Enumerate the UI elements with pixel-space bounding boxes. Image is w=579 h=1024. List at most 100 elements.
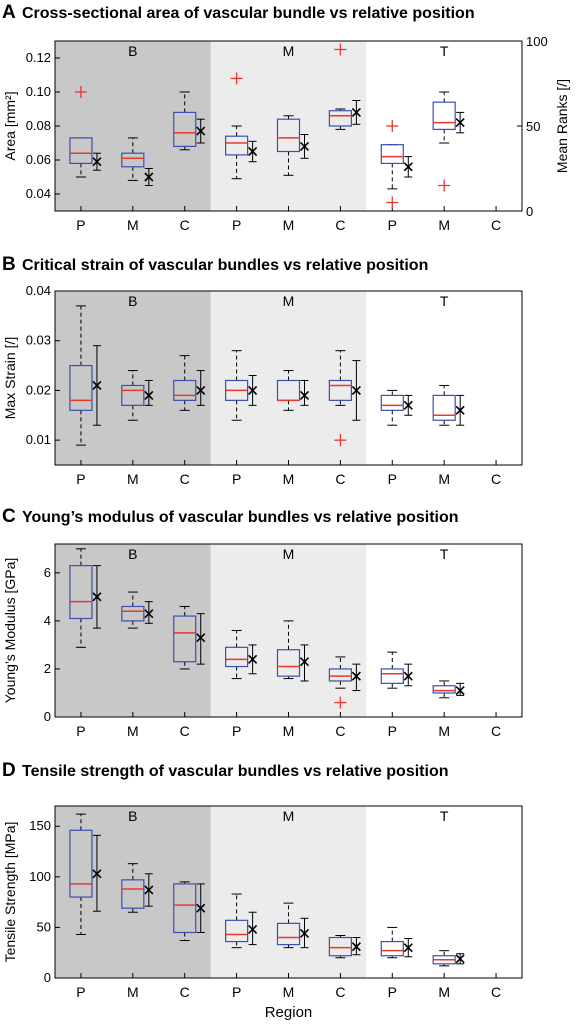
region-label: T <box>440 808 449 824</box>
right-tick-label: 50 <box>526 119 540 134</box>
mean-marker <box>403 663 413 687</box>
mean-x-mark <box>299 928 310 939</box>
mean-marker <box>196 883 206 933</box>
box-b-p <box>69 86 93 178</box>
y-axis-label: Young’s Modulus [GPa] <box>2 558 18 704</box>
mean-x-mark <box>351 385 361 395</box>
mean-x-mark <box>403 400 413 410</box>
box-m-c <box>328 656 352 709</box>
box-iqr <box>328 379 352 401</box>
right-axis-label: Mean Ranks [/] <box>554 79 570 173</box>
mean-x-mark <box>351 942 361 952</box>
y-tick-label: 0.12 <box>26 50 51 65</box>
y-tick-label: 0.01 <box>26 432 51 447</box>
box-m-p <box>225 630 249 680</box>
category-label: P <box>232 471 241 487</box>
mean-x-mark <box>403 162 413 172</box>
region-band-b <box>55 806 211 978</box>
region-label: B <box>128 808 137 824</box>
mean-x-mark <box>455 118 465 128</box>
category-label: P <box>76 723 85 739</box>
box-iqr <box>173 615 197 663</box>
region-band-m <box>210 806 367 978</box>
x-axis-label: Region <box>265 1004 313 1021</box>
box-iqr <box>276 922 301 946</box>
mean-x-mark <box>351 671 361 681</box>
mean-x-mark <box>144 390 154 400</box>
panel-title: Tensile strength of vascular bundles vs … <box>22 763 448 780</box>
mean-x-mark <box>455 405 465 415</box>
panel-letter: C <box>2 506 16 527</box>
y-axis-label: Max Strain [/] <box>2 337 18 419</box>
category-label: M <box>127 471 139 487</box>
box-m-c <box>328 43 352 130</box>
y-tick-label: 2 <box>44 661 51 676</box>
mean-marker <box>403 156 413 178</box>
box-iqr <box>432 685 456 694</box>
category-label: M <box>283 217 295 233</box>
y-axis-label: Tensile Strength [MPa] <box>2 822 18 963</box>
mean-x-mark <box>196 126 206 136</box>
mean-x-mark <box>144 885 154 895</box>
right-tick-label: 0 <box>526 204 533 219</box>
region-label: T <box>440 43 449 59</box>
box-b-c <box>173 881 197 942</box>
region-label: B <box>128 43 137 59</box>
mean-marker <box>248 911 258 946</box>
region-label: B <box>128 546 137 562</box>
box-iqr <box>225 919 249 943</box>
category-label: M <box>438 723 450 739</box>
mean-x-mark <box>196 903 206 913</box>
mean-x-mark <box>248 654 258 664</box>
box-iqr <box>276 649 301 677</box>
region-label: M <box>283 293 295 309</box>
mean-x-mark <box>196 633 206 643</box>
category-label: M <box>438 471 450 487</box>
box-iqr <box>121 879 145 909</box>
box-iqr <box>225 135 249 156</box>
category-label: P <box>388 471 397 487</box>
y-tick-label: 50 <box>37 919 51 934</box>
mean-marker <box>403 394 413 416</box>
category-label: C <box>180 984 190 1000</box>
box-iqr <box>173 111 197 148</box>
mean-marker <box>144 379 154 406</box>
box-m-c <box>328 935 352 959</box>
category-label: M <box>283 984 295 1000</box>
category-label: C <box>335 984 345 1000</box>
box-b-m <box>121 863 145 913</box>
category-label: M <box>283 471 295 487</box>
box-m-p <box>225 893 249 949</box>
mean-x-mark <box>196 385 206 395</box>
box-b-c <box>173 91 197 151</box>
box-iqr <box>328 936 352 957</box>
plot-frame <box>54 543 523 718</box>
y-tick-label: 0.02 <box>26 382 51 397</box>
panel-letter: B <box>2 254 16 275</box>
box-m-m <box>276 902 301 949</box>
mean-x-mark <box>144 609 154 619</box>
box-m-m <box>276 370 301 411</box>
box-iqr <box>69 364 93 411</box>
box-b-m <box>121 591 145 629</box>
panel-a: B M T A Cross-sectional area of vascular bun… <box>2 2 570 233</box>
box-iqr <box>69 829 93 898</box>
mean-x-mark <box>455 686 465 696</box>
mean-x-mark <box>92 592 102 602</box>
box-iqr <box>121 605 145 622</box>
box-t-p <box>380 926 404 959</box>
region-band-b <box>55 544 211 717</box>
mean-marker <box>351 937 361 956</box>
category-label: P <box>388 217 397 233</box>
panel-letter: D <box>2 760 16 781</box>
box-iqr <box>225 646 249 668</box>
box-m-c <box>328 350 352 447</box>
box-iqr <box>276 118 301 153</box>
mean-x-mark <box>351 107 361 117</box>
category-label: P <box>388 984 397 1000</box>
category-label: M <box>283 723 295 739</box>
category-label: M <box>438 984 450 1000</box>
y-tick-label: 4 <box>44 613 51 628</box>
mean-marker <box>196 118 206 144</box>
box-t-m <box>432 91 456 192</box>
